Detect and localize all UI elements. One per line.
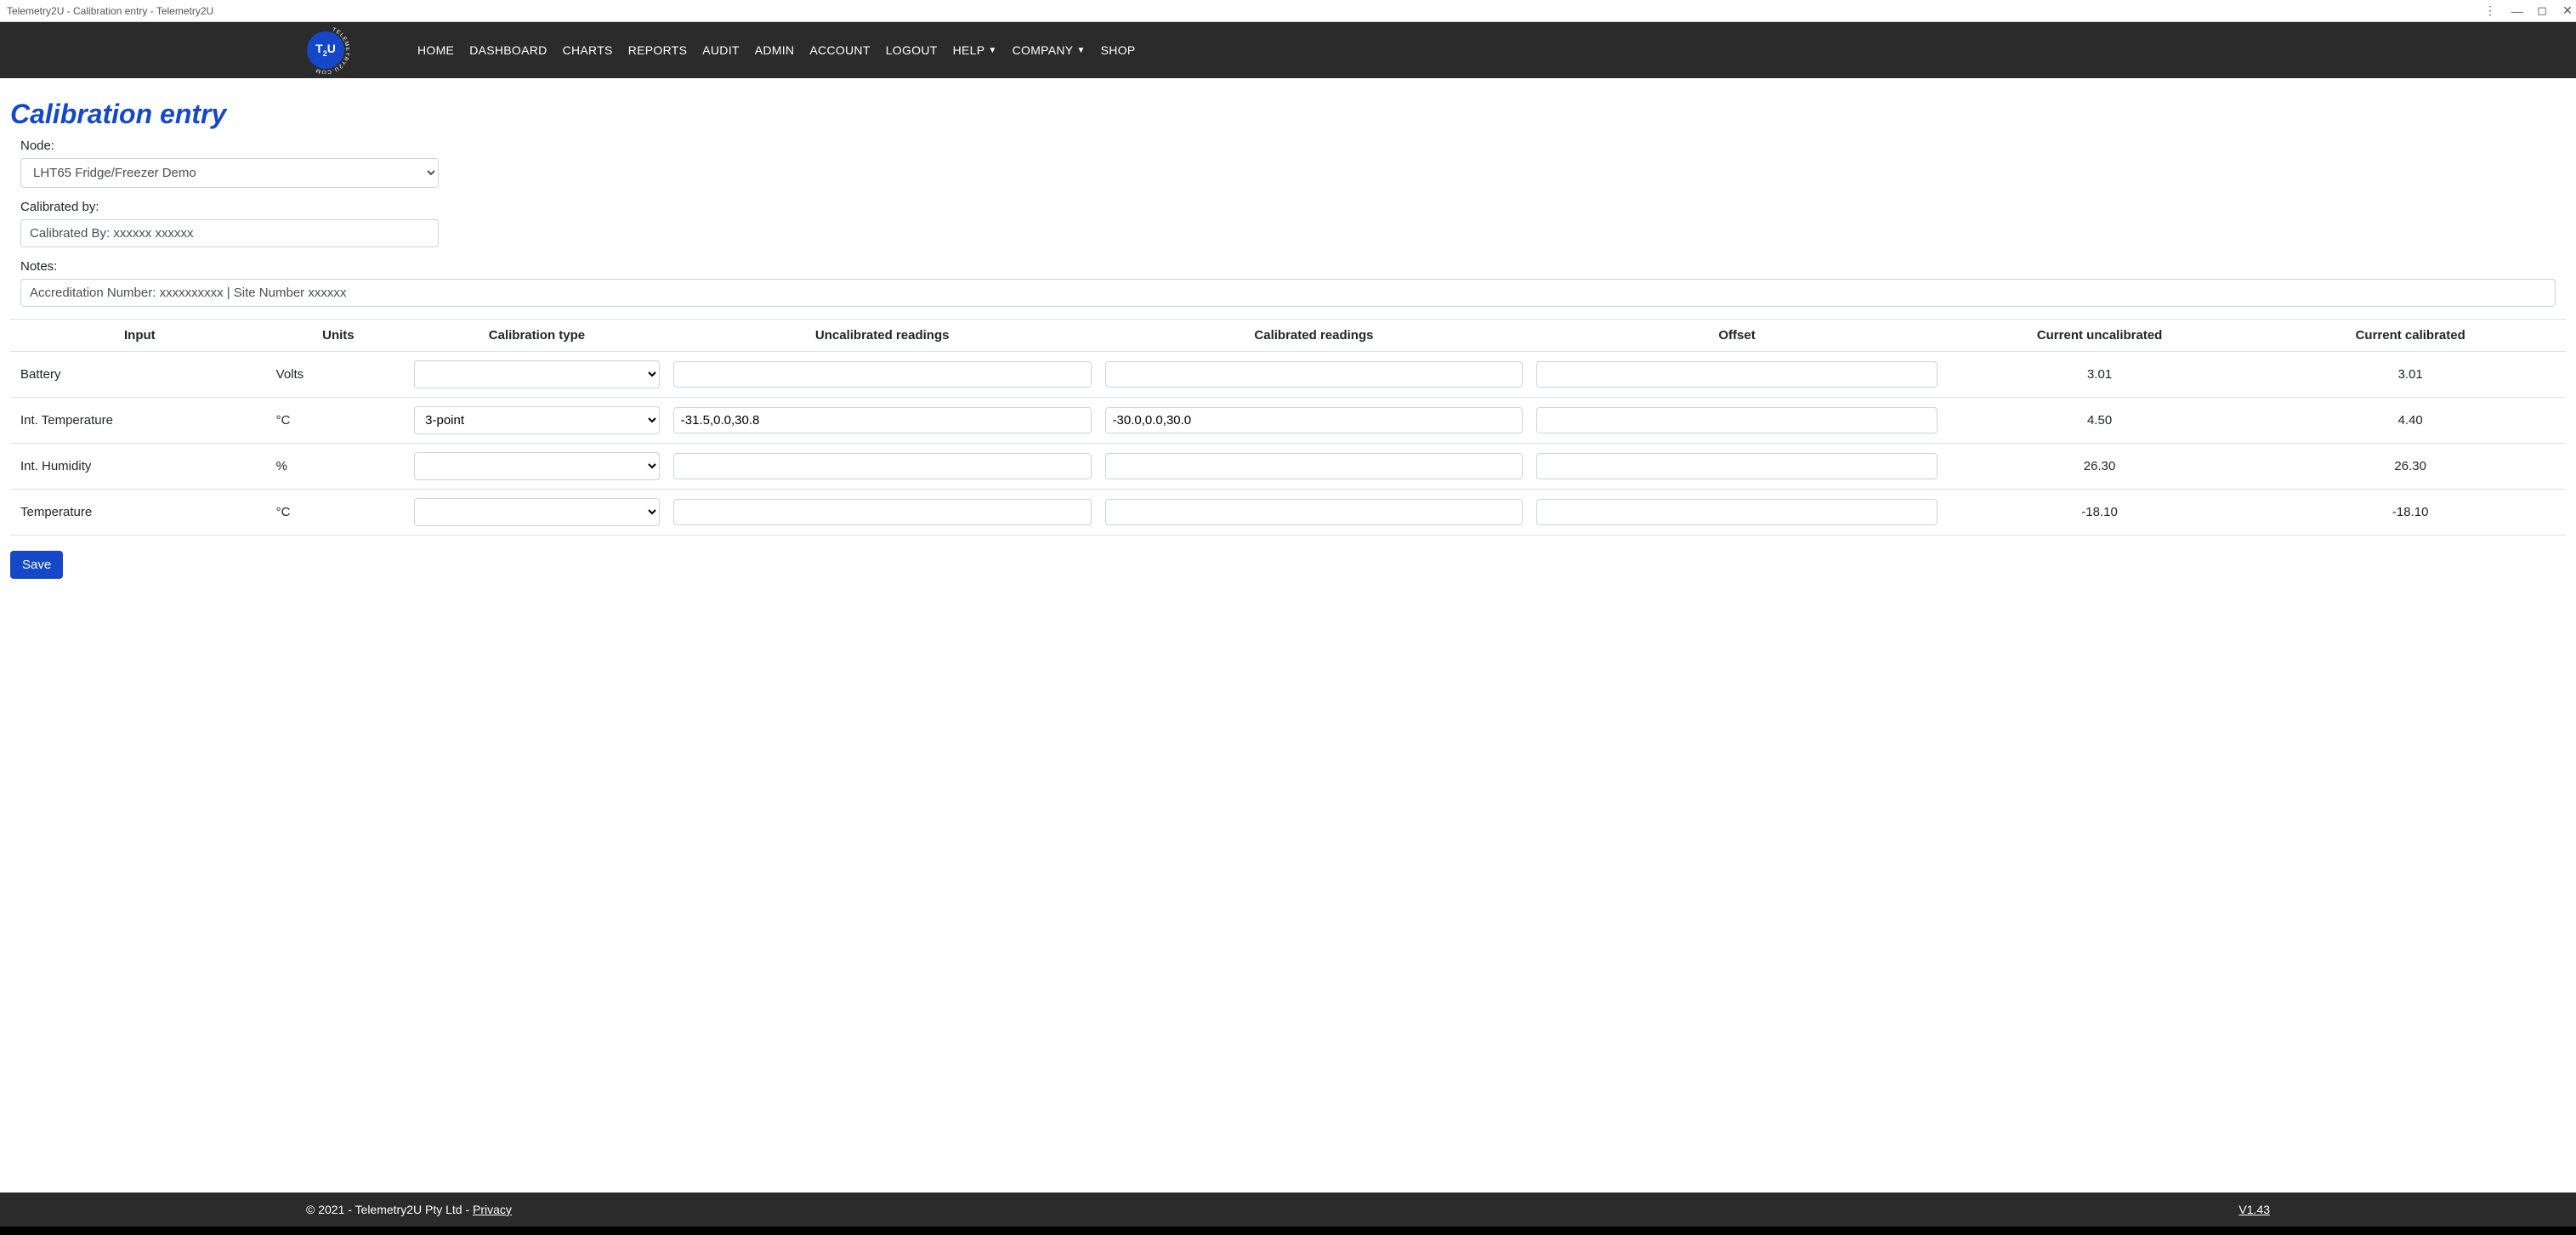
node-select[interactable]: LHT65 Fridge/Freezer Demo	[20, 158, 439, 188]
caltype-select[interactable]	[414, 498, 660, 526]
window-titlebar: Telemetry2U - Calibration entry - Teleme…	[0, 0, 2576, 22]
notes-label: Notes:	[20, 259, 2566, 274]
uncal-input[interactable]	[673, 361, 1092, 388]
cell-units: %	[270, 444, 407, 490]
top-nav: T2U TELEMETRY2U.COM HOME DASHBOARD CHARTS R…	[0, 22, 2576, 78]
th-cur-cal: Current calibrated	[2255, 320, 2566, 352]
nav-link-dashboard[interactable]: DASHBOARD	[469, 38, 547, 62]
th-input: Input	[10, 320, 270, 352]
th-offset: Offset	[1529, 320, 1943, 352]
node-label: Node:	[20, 139, 2566, 153]
table-row: Temperature °C -18.10 -18.10	[10, 490, 2566, 535]
uncal-input[interactable]	[673, 499, 1092, 525]
th-cur-uncal: Current uncalibrated	[1944, 320, 2255, 352]
kebab-icon[interactable]: ⋮	[2484, 3, 2496, 18]
window-title: Telemetry2U - Calibration entry - Teleme…	[7, 5, 213, 17]
offset-input[interactable]	[1536, 453, 1937, 479]
footer-copyright: © 2021 - Telemetry2U Pty Ltd -	[306, 1203, 473, 1216]
calibration-table: Input Units Calibration type Uncalibrate…	[10, 319, 2566, 535]
offset-input[interactable]	[1536, 499, 1937, 525]
nav-link-home[interactable]: HOME	[417, 38, 454, 62]
nav-link-logout[interactable]: LOGOUT	[886, 38, 938, 62]
svg-text:TELEMETRY2U.COM: TELEMETRY2U.COM	[315, 26, 349, 74]
th-uncal: Uncalibrated readings	[667, 320, 1098, 352]
page-title: Calibration entry	[10, 99, 2566, 130]
nav-link-help[interactable]: HELP▼	[953, 38, 997, 62]
cell-cur-uncal: -18.10	[1944, 490, 2255, 535]
version-link[interactable]: V1.43	[2238, 1203, 2270, 1216]
cell-units: °C	[270, 398, 407, 444]
caltype-select[interactable]	[414, 452, 660, 480]
caltype-select[interactable]: 3-point	[414, 406, 660, 434]
cal-input[interactable]	[1105, 453, 1523, 479]
nav-link-admin[interactable]: ADMIN	[755, 38, 795, 62]
nav-link-account[interactable]: ACCOUNT	[809, 38, 870, 62]
caltype-select[interactable]	[414, 360, 660, 388]
cell-input: Temperature	[10, 490, 270, 535]
th-caltype: Calibration type	[407, 320, 667, 352]
nav-link-shop[interactable]: SHOP	[1101, 38, 1136, 62]
offset-input[interactable]	[1536, 361, 1937, 388]
cell-input: Int. Humidity	[10, 444, 270, 490]
cell-cur-cal: 26.30	[2255, 444, 2566, 490]
calibrated-by-label: Calibrated by:	[20, 200, 2566, 214]
cell-cur-cal: -18.10	[2255, 490, 2566, 535]
cell-cur-uncal: 26.30	[1944, 444, 2255, 490]
cell-input: Int. Temperature	[10, 398, 270, 444]
cell-cur-cal: 3.01	[2255, 352, 2566, 398]
th-cal: Calibrated readings	[1098, 320, 1530, 352]
uncal-input[interactable]	[673, 453, 1092, 479]
chevron-down-icon: ▼	[988, 46, 996, 55]
maximize-icon[interactable]: ◻	[2537, 3, 2547, 18]
cell-cur-uncal: 4.50	[1944, 398, 2255, 444]
page-footer: © 2021 - Telemetry2U Pty Ltd - Privacy V…	[0, 1193, 2576, 1227]
nav-link-reports[interactable]: REPORTS	[628, 38, 688, 62]
notes-input[interactable]	[20, 279, 2556, 307]
minimize-icon[interactable]: —	[2511, 4, 2522, 18]
table-row: Battery Volts 3.01 3.01	[10, 352, 2566, 398]
chevron-down-icon: ▼	[1076, 46, 1085, 55]
nav-link-company[interactable]: COMPANY▼	[1013, 38, 1086, 62]
table-row: Int. Humidity % 26.30 26.30	[10, 444, 2566, 490]
cell-cur-cal: 4.40	[2255, 398, 2566, 444]
save-button[interactable]: Save	[10, 551, 63, 579]
close-icon[interactable]: ✕	[2562, 3, 2573, 18]
cell-units: Volts	[270, 352, 407, 398]
cell-input: Battery	[10, 352, 270, 398]
cal-input[interactable]	[1105, 499, 1523, 525]
cal-input[interactable]	[1105, 407, 1523, 433]
calibrated-by-input[interactable]	[20, 219, 439, 247]
bottom-strip	[0, 1227, 2576, 1235]
privacy-link[interactable]: Privacy	[473, 1203, 512, 1216]
offset-input[interactable]	[1536, 407, 1937, 433]
th-units: Units	[270, 320, 407, 352]
uncal-input[interactable]	[673, 407, 1092, 433]
cell-cur-uncal: 3.01	[1944, 352, 2255, 398]
brand-logo[interactable]: T2U TELEMETRY2U.COM	[302, 26, 349, 74]
cell-units: °C	[270, 490, 407, 535]
cal-input[interactable]	[1105, 361, 1523, 388]
table-row: Int. Temperature °C 3-point 4.50 4.40	[10, 398, 2566, 444]
nav-link-audit[interactable]: AUDIT	[702, 38, 740, 62]
nav-link-charts[interactable]: CHARTS	[563, 38, 613, 62]
